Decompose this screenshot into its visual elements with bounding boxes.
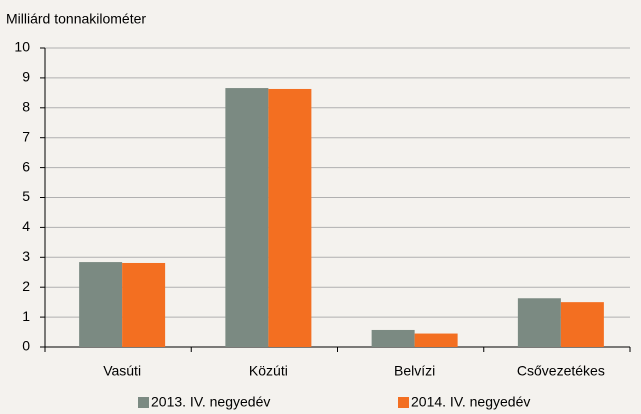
legend-label: 2013. IV. negyedév xyxy=(151,394,270,410)
bar xyxy=(268,88,312,347)
bar xyxy=(414,333,458,347)
y-tick-label: 4 xyxy=(22,218,30,234)
legend-swatch xyxy=(138,397,149,408)
y-tick-label: 0 xyxy=(22,338,30,354)
y-tick-label: 3 xyxy=(22,248,30,264)
bar xyxy=(371,329,415,347)
y-tick-label: 10 xyxy=(14,39,30,55)
y-axis-label: Milliárd tonnakilométer xyxy=(6,11,146,27)
bar xyxy=(225,88,269,347)
y-tick-label: 7 xyxy=(22,128,30,144)
bar xyxy=(79,262,123,347)
y-tick-label: 6 xyxy=(22,158,30,174)
x-tick-label: Közúti xyxy=(249,363,288,379)
y-tick-label: 5 xyxy=(22,188,30,204)
y-tick-label: 9 xyxy=(22,69,30,85)
y-tick-label: 2 xyxy=(22,278,30,294)
y-tick-label: 8 xyxy=(22,99,30,115)
legend-label: 2014. IV. negyedév xyxy=(411,394,530,410)
bar xyxy=(517,298,561,347)
x-tick-label: Csővezetékes xyxy=(517,363,605,379)
x-tick-label: Vasúti xyxy=(103,363,141,379)
legend-swatch xyxy=(398,397,409,408)
y-tick-label: 1 xyxy=(22,308,30,324)
x-tick-label: Belvízi xyxy=(394,363,435,379)
bar xyxy=(560,302,604,347)
bar xyxy=(122,262,166,347)
